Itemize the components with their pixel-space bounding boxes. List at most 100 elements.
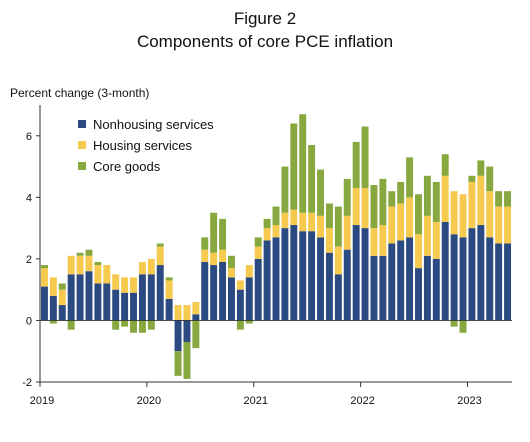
y-tick-label: -2 xyxy=(22,377,32,389)
bar-nonhousing-services-2021-05 xyxy=(290,225,298,321)
x-tick-label: 2020 xyxy=(137,395,161,407)
bar-housing-services-2023-02 xyxy=(477,175,485,226)
x-tick-label: 2019 xyxy=(30,395,54,407)
bar-nonhousing-services-2021-12 xyxy=(352,225,360,321)
bar-housing-services-2020-11 xyxy=(236,280,244,290)
x-tick-label: 2022 xyxy=(350,395,374,407)
bar-housing-services-2023-04 xyxy=(495,206,503,244)
legend-swatch-core-goods xyxy=(78,162,86,170)
bar-core-goods-2022-11 xyxy=(450,320,458,327)
bar-core-goods-2021-07 xyxy=(308,145,316,213)
bar-core-goods-2021-11 xyxy=(343,178,351,216)
bar-nonhousing-services-2019-11 xyxy=(130,292,137,321)
bar-housing-services-2021-09 xyxy=(325,228,333,253)
legend-label-nonhousing-services: Nonhousing services xyxy=(93,117,214,132)
bar-housing-services-2020-08 xyxy=(210,252,218,266)
bar-core-goods-2019-06 xyxy=(85,249,93,256)
bar-core-goods-2021-12 xyxy=(352,141,360,189)
bar-core-goods-2020-03 xyxy=(165,277,173,281)
bar-core-goods-2023-05 xyxy=(504,191,512,207)
legend: Nonhousing services Housing services Core … xyxy=(78,117,214,174)
bar-nonhousing-services-2019-07 xyxy=(94,283,102,321)
bar-nonhousing-services-2021-09 xyxy=(325,252,333,321)
bar-nonhousing-services-2022-03 xyxy=(379,255,387,321)
bar-housing-services-2022-05 xyxy=(397,203,405,241)
bar-housing-services-2020-01 xyxy=(147,258,155,275)
bar-core-goods-2021-10 xyxy=(334,206,342,247)
bar-housing-services-2019-10 xyxy=(121,277,129,293)
bar-housing-services-2021-06 xyxy=(299,212,307,232)
bar-housing-services-2020-04 xyxy=(174,305,182,321)
legend-label-housing-services: Housing services xyxy=(93,138,192,153)
bar-nonhousing-services-2022-01 xyxy=(361,228,369,321)
bar-housing-services-2022-11 xyxy=(450,191,458,235)
bar-core-goods-2021-05 xyxy=(290,123,298,210)
bar-nonhousing-services-2022-08 xyxy=(423,255,431,321)
bars-group xyxy=(40,114,512,379)
bar-core-goods-2021-01 xyxy=(254,237,262,247)
bar-core-goods-2021-06 xyxy=(299,114,307,213)
legend-label-core-goods: Core goods xyxy=(93,159,161,174)
bar-core-goods-2022-05 xyxy=(397,181,405,204)
bar-nonhousing-services-2020-11 xyxy=(236,289,244,321)
bar-core-goods-2020-11 xyxy=(236,320,244,330)
bar-core-goods-2019-04 xyxy=(67,320,75,330)
bar-nonhousing-services-2019-09 xyxy=(112,289,120,321)
bar-core-goods-2020-05 xyxy=(183,341,191,379)
bar-housing-services-2021-07 xyxy=(308,212,316,232)
legend-swatch-nonhousing-services xyxy=(78,120,86,128)
bar-housing-services-2019-03 xyxy=(58,289,66,306)
bar-housing-services-2019-04 xyxy=(67,255,75,275)
y-tick-label: 6 xyxy=(26,131,32,143)
bar-nonhousing-services-2019-06 xyxy=(85,271,93,321)
bar-housing-services-2020-03 xyxy=(165,280,173,299)
bar-nonhousing-services-2022-04 xyxy=(388,243,396,321)
bar-housing-services-2019-05 xyxy=(76,255,84,275)
bar-nonhousing-services-2022-05 xyxy=(397,240,405,321)
bar-nonhousing-services-2022-06 xyxy=(406,237,414,321)
bar-housing-services-2019-06 xyxy=(85,255,93,272)
bar-core-goods-2020-09 xyxy=(219,218,227,250)
bar-housing-services-2022-01 xyxy=(361,188,369,229)
bar-housing-services-2020-09 xyxy=(219,249,227,262)
bar-housing-services-2019-01 xyxy=(40,268,48,287)
bar-core-goods-2020-10 xyxy=(228,255,235,269)
bar-housing-services-2020-05 xyxy=(183,305,191,321)
bar-core-goods-2022-08 xyxy=(423,175,431,216)
bar-nonhousing-services-2020-06 xyxy=(192,314,200,321)
bar-housing-services-2022-02 xyxy=(370,228,378,256)
bar-housing-services-2021-08 xyxy=(317,215,325,238)
bar-nonhousing-services-2020-10 xyxy=(228,277,235,321)
bar-core-goods-2021-03 xyxy=(272,206,280,226)
bar-housing-services-2020-06 xyxy=(192,301,200,315)
bar-housing-services-2020-07 xyxy=(201,249,209,262)
bar-nonhousing-services-2019-01 xyxy=(40,286,48,321)
bar-core-goods-2021-09 xyxy=(325,203,333,229)
bar-housing-services-2021-11 xyxy=(343,215,351,250)
bar-nonhousing-services-2021-11 xyxy=(343,249,351,321)
y-axis-label: Percent change (3-month) xyxy=(10,86,150,100)
bar-core-goods-2019-10 xyxy=(121,320,129,327)
bar-housing-services-2022-10 xyxy=(441,175,449,222)
bar-nonhousing-services-2022-09 xyxy=(432,258,440,321)
bar-core-goods-2021-04 xyxy=(281,166,289,213)
bar-core-goods-2019-07 xyxy=(94,261,102,266)
bar-core-goods-2023-01 xyxy=(468,175,476,182)
bar-housing-services-2020-12 xyxy=(245,265,253,278)
bar-housing-services-2019-11 xyxy=(130,277,137,293)
bar-housing-services-2022-04 xyxy=(388,206,396,244)
y-tick-label: 2 xyxy=(26,254,32,266)
bar-nonhousing-services-2021-02 xyxy=(263,240,271,321)
bar-core-goods-2021-02 xyxy=(263,218,271,229)
bar-nonhousing-services-2019-04 xyxy=(67,274,75,321)
bar-core-goods-2020-12 xyxy=(245,320,253,324)
bar-nonhousing-services-2020-12 xyxy=(245,277,253,321)
bar-nonhousing-services-2022-10 xyxy=(441,221,449,321)
bar-housing-services-2022-09 xyxy=(432,221,440,259)
bar-housing-services-2021-05 xyxy=(290,209,298,226)
bar-housing-services-2021-03 xyxy=(272,225,280,238)
bar-core-goods-2020-06 xyxy=(192,320,200,349)
bar-nonhousing-services-2019-12 xyxy=(138,274,146,321)
bar-nonhousing-services-2020-04 xyxy=(174,320,182,352)
